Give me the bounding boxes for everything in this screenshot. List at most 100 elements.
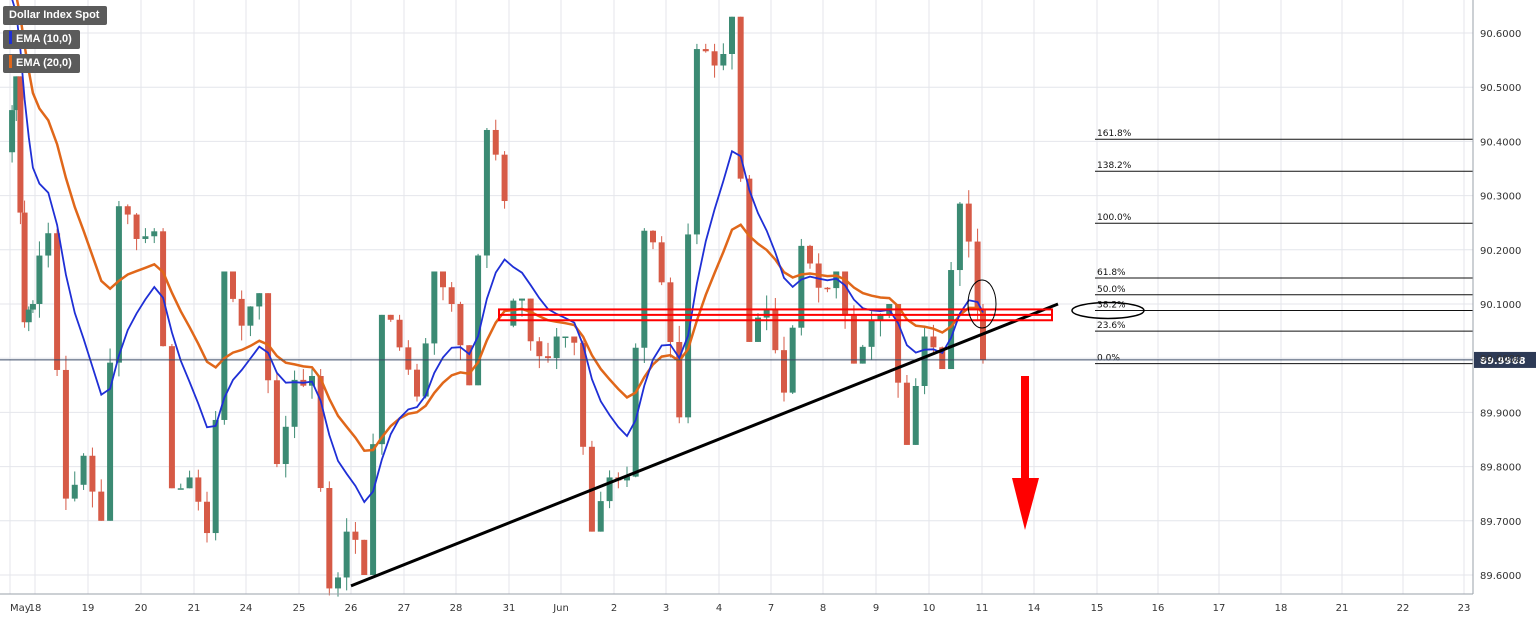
candle-down	[238, 290, 245, 341]
axes: 90.6000 90.5000 90.4000 90.3000 90.2000 90.10…	[0, 0, 1521, 614]
x-tick-label: 24	[240, 603, 253, 614]
candle-body	[676, 341, 683, 418]
x-tick-label: 9	[873, 603, 879, 614]
candle-body	[545, 356, 551, 359]
candle-body	[641, 230, 648, 348]
candle-body	[763, 309, 770, 318]
candle-body	[204, 501, 210, 534]
legend-instrument[interactable]: Dollar Index Spot	[3, 6, 108, 25]
candle-up	[693, 43, 700, 245]
legend-ema10[interactable]: EMA (10,0)	[3, 30, 80, 49]
candle-up	[921, 327, 928, 395]
candle-down	[501, 151, 508, 209]
candle-up	[519, 298, 525, 317]
candle-down	[457, 301, 464, 360]
legend-ema20[interactable]: EMA (20,0)	[3, 54, 80, 73]
candle-body	[781, 350, 787, 393]
candle-down	[168, 344, 175, 489]
candle-body	[317, 375, 324, 489]
candle-up	[177, 483, 184, 490]
candle-up	[71, 471, 78, 502]
candle-up	[247, 306, 254, 337]
candle-up	[142, 228, 149, 244]
candle-up	[282, 415, 289, 478]
candle-down	[317, 369, 324, 492]
candle-body	[597, 501, 604, 532]
x-tick-label: 16	[1152, 603, 1165, 614]
candle-down	[571, 336, 578, 356]
candle-body	[685, 234, 692, 418]
candle-up	[763, 295, 770, 331]
candle-body	[466, 345, 473, 386]
ascending-trendline	[350, 302, 1059, 588]
x-tick-label: 3	[663, 603, 669, 614]
candle-up	[956, 201, 963, 286]
x-tick-label: 27	[398, 603, 411, 614]
candle-body	[807, 245, 813, 264]
candle-body	[414, 369, 420, 397]
candle-up	[606, 470, 613, 509]
annotations: 89.9968	[0, 279, 1536, 588]
candle-up	[685, 223, 692, 424]
y-tick-label: 90.0000	[1480, 354, 1521, 365]
candle-body	[273, 380, 280, 465]
candle-down	[17, 76, 24, 225]
candle-body	[624, 476, 630, 481]
y-tick-label: 90.5000	[1480, 83, 1521, 94]
y-tick-label: 90.2000	[1480, 246, 1521, 257]
candle-down	[536, 337, 543, 369]
fib-level-label: 61.8%	[1097, 268, 1126, 278]
candle-down	[588, 440, 595, 532]
candle-up	[422, 338, 429, 399]
x-tick-label: 21	[1336, 603, 1349, 614]
candle-body	[658, 242, 665, 283]
candle-body	[939, 347, 946, 370]
candle-body	[956, 203, 963, 271]
candle-body	[396, 319, 403, 348]
candle-up	[378, 314, 385, 455]
candle-down	[676, 325, 683, 424]
candle-body	[89, 455, 96, 492]
x-tick-label: 26	[345, 603, 358, 614]
candle-body	[247, 306, 254, 326]
candle-body	[80, 455, 87, 485]
candle-down	[204, 491, 210, 543]
candle-down	[98, 479, 105, 521]
candle-up	[25, 306, 32, 332]
fib-level-label: 161.8%	[1097, 129, 1132, 139]
current-price-badge	[1474, 351, 1536, 368]
candle-body	[107, 362, 114, 521]
x-tick-label: 18	[1275, 603, 1288, 614]
candle-up	[256, 293, 263, 320]
candle-body	[17, 76, 24, 213]
candles	[9, 16, 986, 597]
candle-body	[868, 320, 875, 347]
x-tick-label: 20	[135, 603, 148, 614]
x-tick-label: 23	[1458, 603, 1471, 614]
fib-highlight-ellipse	[1071, 301, 1145, 320]
candle-down	[387, 314, 394, 322]
candle-body	[798, 245, 805, 328]
y-tick-label: 89.9000	[1480, 408, 1521, 419]
candle-down	[772, 297, 779, 354]
candle-up	[510, 298, 517, 328]
candle-body	[45, 233, 52, 256]
candle-body	[378, 314, 385, 445]
candle-body	[571, 336, 578, 343]
candle-down	[711, 43, 718, 78]
candle-body	[282, 426, 289, 465]
candle-body	[457, 304, 464, 346]
candle-down	[781, 336, 787, 402]
candle-down	[746, 174, 753, 342]
candle-body	[850, 315, 857, 364]
y-tick-label: 90.6000	[1480, 29, 1521, 40]
candle-body	[151, 231, 158, 237]
candle-body	[519, 298, 525, 301]
candle-down	[824, 287, 831, 293]
candle-up	[45, 222, 52, 268]
candle-up	[632, 343, 639, 478]
candle-body	[483, 129, 490, 256]
candle-body	[711, 51, 718, 66]
candle-up	[9, 105, 16, 163]
